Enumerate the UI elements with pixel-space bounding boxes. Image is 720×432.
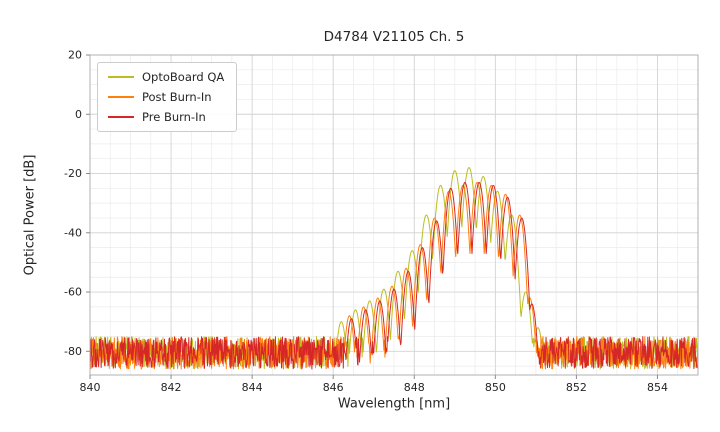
legend-item-post-burn-in: Post Burn-In (108, 90, 224, 104)
y-tick-label: -40 (64, 226, 82, 239)
x-tick-label: 842 (161, 381, 182, 394)
y-tick-label: 0 (75, 108, 82, 121)
tick-labels: 840 842 844 846 848 850 852 854 20 0 -20 -40 -60 -80 (64, 49, 668, 395)
x-tick-label: 840 (80, 381, 101, 394)
y-tick-label: 20 (68, 49, 82, 62)
x-tick-label: 846 (323, 381, 344, 394)
y-axis-label: Optical Power [dB] (22, 154, 38, 276)
series-lines (89, 167, 699, 370)
legend-label: Pre Burn-In (142, 110, 206, 124)
y-tick-label: -20 (64, 167, 82, 180)
x-tick-label: 844 (242, 381, 263, 394)
legend-swatch-post-burn-in (108, 96, 134, 98)
chart-title: D4784 V21105 Ch. 5 (323, 29, 465, 45)
axis-ticks (86, 54, 658, 379)
legend-item-pre-burn-in: Pre Burn-In (108, 110, 224, 124)
x-tick-label: 848 (404, 381, 425, 394)
x-tick-label: 852 (566, 381, 587, 394)
axis-frame (89, 54, 699, 376)
x-axis-label: Wavelength [nm] (337, 396, 451, 412)
legend-label: OptoBoard QA (142, 70, 225, 84)
x-tick-label: 850 (485, 381, 506, 394)
legend-item-optoboard-qa: OptoBoard QA (108, 70, 224, 84)
y-tick-label: -80 (64, 345, 82, 358)
legend-label: Post Burn-In (142, 90, 212, 104)
legend: OptoBoard QA Post Burn-In Pre Burn-In (97, 62, 238, 132)
series-line-pre-burn-in (89, 181, 699, 370)
legend-swatch-optoboard-qa (108, 76, 134, 78)
y-tick-label: -60 (64, 286, 82, 299)
x-tick-label: 854 (647, 381, 668, 394)
legend-swatch-pre-burn-in (108, 116, 134, 118)
